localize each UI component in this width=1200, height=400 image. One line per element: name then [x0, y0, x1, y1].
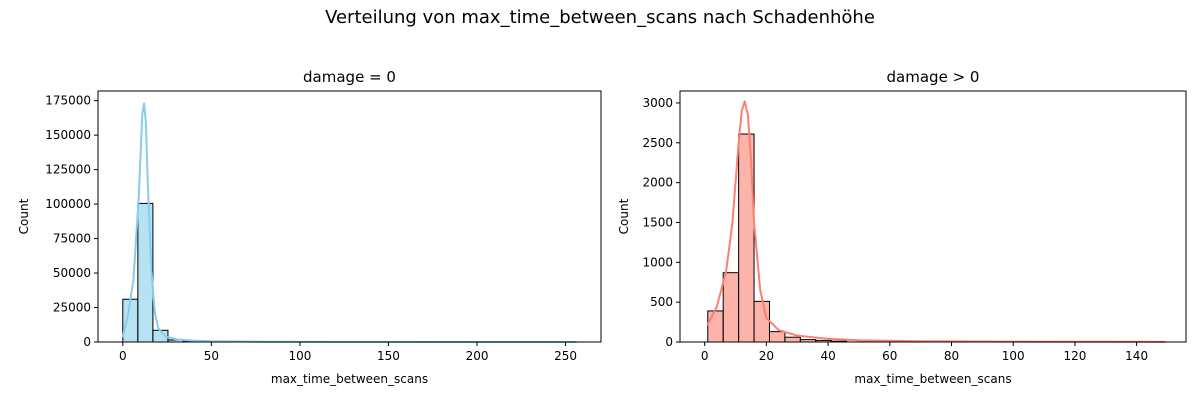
left-x-axis-label: max_time_between_scans [271, 372, 428, 386]
right-axes-frame [679, 90, 1187, 343]
right-x-axis-label: max_time_between_scans [854, 372, 1011, 386]
right-ytick-label-0: 0 [665, 335, 673, 349]
right-ytick-label-2: 1000 [642, 255, 673, 269]
left-xtick-label-3: 150 [377, 349, 400, 363]
right-ytick-label-6: 3000 [642, 96, 673, 110]
left-ytick-label-1: 25000 [53, 301, 91, 315]
left-xtick-label-4: 200 [466, 349, 489, 363]
left-ytick-label-3: 75000 [53, 232, 91, 246]
right-xtick-label-2: 40 [820, 349, 835, 363]
right-xtick-label-7: 140 [1125, 349, 1148, 363]
left-ytick-label-5: 125000 [45, 163, 91, 177]
right-xtick-label-5: 100 [1002, 349, 1025, 363]
right-xtick-label-6: 120 [1063, 349, 1086, 363]
left-xtick-label-1: 50 [204, 349, 219, 363]
left-ytick-label-0: 0 [83, 335, 91, 349]
left-kde-line [121, 102, 578, 343]
right-hist-bar-5 [784, 336, 801, 343]
right-ytick-label-4: 2000 [642, 176, 673, 190]
left-xtick-label-2: 100 [288, 349, 311, 363]
left-y-axis-label: Count [17, 198, 31, 234]
right-ytick-label-1: 500 [650, 295, 673, 309]
figure-suptitle: Verteilung von max_time_between_scans na… [325, 7, 875, 28]
right-hist-bar-0 [707, 310, 724, 343]
right-hist-bar-4 [768, 331, 786, 343]
right-kde-line [706, 100, 1166, 343]
left-axes-frame [97, 90, 602, 343]
right-chart-title: damage > 0 [887, 68, 980, 86]
right-hist-bar-3 [753, 300, 770, 343]
right-y-axis-label: Count [617, 198, 631, 234]
right-hist-bar-1 [722, 272, 740, 343]
left-ytick-label-2: 50000 [53, 266, 91, 280]
right-xtick-label-4: 80 [944, 349, 959, 363]
right-xtick-label-0: 0 [701, 349, 709, 363]
right-xtick-label-3: 60 [882, 349, 897, 363]
left-xtick-label-5: 250 [554, 349, 577, 363]
right-ytick-label-5: 2500 [642, 136, 673, 150]
left-ytick-label-6: 150000 [45, 128, 91, 142]
right-ytick-label-3: 1500 [642, 215, 673, 229]
left-chart-title: damage = 0 [303, 68, 396, 86]
left-xtick-label-0: 0 [119, 349, 127, 363]
left-ytick-label-7: 175000 [45, 94, 91, 108]
left-ytick-label-4: 100000 [45, 197, 91, 211]
right-xtick-label-1: 20 [759, 349, 774, 363]
